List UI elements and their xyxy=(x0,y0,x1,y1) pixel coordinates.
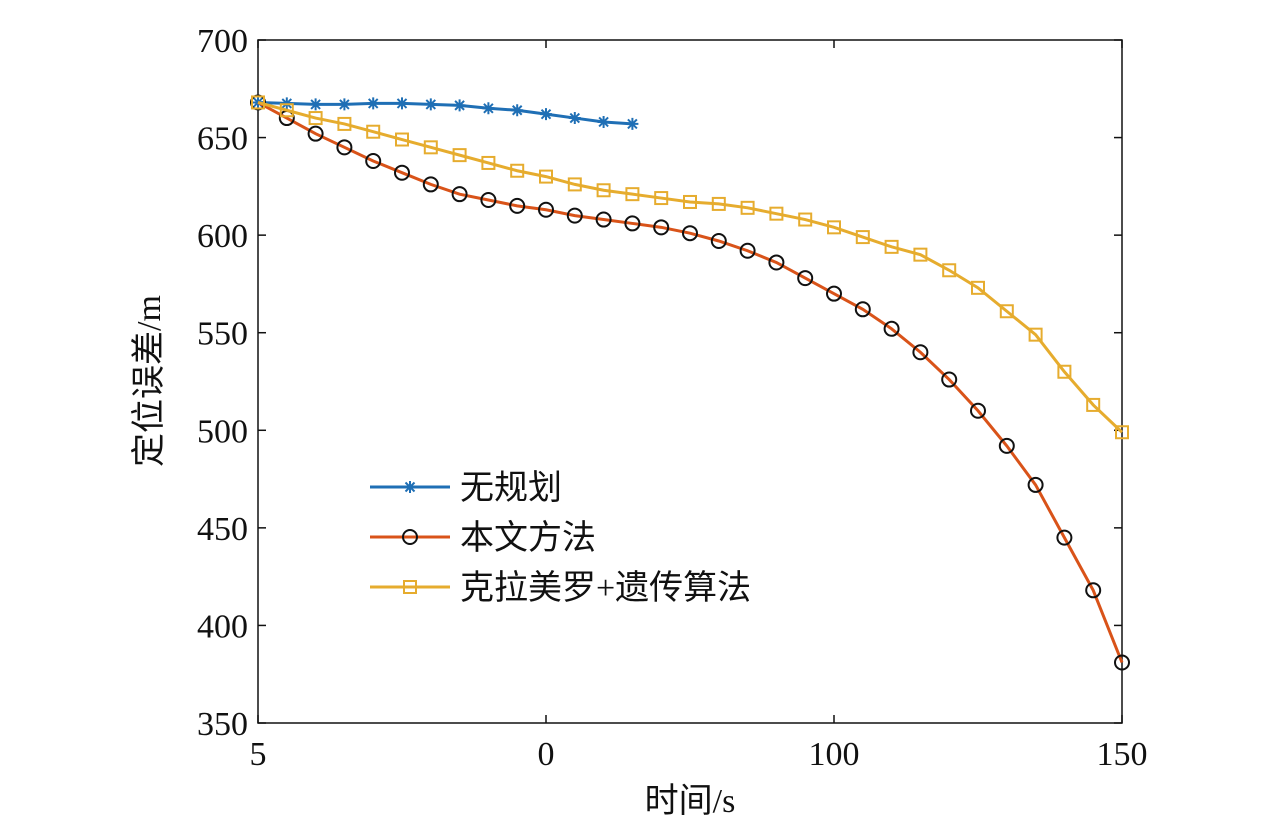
data-point xyxy=(998,437,1015,454)
plot-frame xyxy=(257,39,1123,724)
data-point xyxy=(422,176,439,193)
data-point xyxy=(999,304,1014,319)
data-point xyxy=(654,191,669,206)
data-point xyxy=(854,301,871,318)
series-line xyxy=(257,100,1124,434)
data-point xyxy=(538,201,554,218)
data-point xyxy=(682,225,698,242)
data-point xyxy=(566,207,583,224)
data-point xyxy=(624,215,641,232)
data-point xyxy=(366,124,381,139)
data-point xyxy=(395,132,409,147)
data-point xyxy=(798,212,813,227)
data-point xyxy=(480,192,497,209)
legend-marker xyxy=(402,529,418,545)
data-point xyxy=(942,263,957,278)
data-point xyxy=(1086,397,1101,412)
data-point xyxy=(827,220,841,235)
data-point xyxy=(1027,476,1044,493)
x-tick-label: 150 xyxy=(1097,736,1148,773)
data-point xyxy=(394,164,410,181)
x-tick-label: 0 xyxy=(538,736,555,773)
data-point xyxy=(970,402,986,419)
data-point xyxy=(509,197,526,214)
data-point xyxy=(769,206,784,221)
data-point xyxy=(912,344,929,361)
y-tick-label: 700 xyxy=(197,23,248,60)
data-point xyxy=(511,104,524,117)
data-point xyxy=(625,187,640,202)
data-point xyxy=(683,194,697,209)
y-tick-label: 600 xyxy=(197,218,248,255)
data-point xyxy=(251,95,265,110)
data-point xyxy=(307,125,324,142)
x-tick-label: 100 xyxy=(809,736,860,773)
data-point xyxy=(452,148,467,163)
data-point xyxy=(596,183,611,198)
legend-marker xyxy=(404,481,416,493)
data-point xyxy=(768,254,785,271)
data-point xyxy=(540,108,552,121)
data-point xyxy=(595,211,612,228)
data-point xyxy=(453,99,466,112)
data-point xyxy=(1028,327,1043,342)
data-point xyxy=(423,140,438,155)
data-point xyxy=(883,320,900,337)
y-tick-label: 550 xyxy=(197,316,248,353)
data-point xyxy=(1056,529,1073,546)
data-point xyxy=(365,152,382,169)
data-point xyxy=(279,103,294,118)
data-point xyxy=(396,97,408,110)
data-point xyxy=(482,102,495,115)
x-tick-label: 5 xyxy=(250,736,267,773)
data-point xyxy=(740,200,755,215)
data-point xyxy=(337,116,352,131)
legend-label: 本文方法 xyxy=(460,519,596,557)
data-point xyxy=(1057,364,1072,379)
data-point xyxy=(797,270,814,287)
data-point xyxy=(309,98,322,111)
data-point xyxy=(451,186,468,203)
data-point xyxy=(826,285,842,302)
data-point xyxy=(913,247,928,262)
data-point xyxy=(1114,654,1130,671)
y-tick-label: 450 xyxy=(197,511,248,548)
data-point xyxy=(710,232,727,249)
x-axis-label: 时间/s xyxy=(645,783,736,820)
data-point xyxy=(567,177,582,192)
data-point xyxy=(626,117,639,130)
legend-marker xyxy=(403,580,417,594)
data-point xyxy=(510,163,525,178)
data-point xyxy=(539,169,553,184)
series-line xyxy=(257,101,1124,664)
data-point xyxy=(1085,582,1102,599)
data-point xyxy=(653,219,670,236)
data-point xyxy=(367,97,380,110)
data-point xyxy=(971,280,985,295)
data-point xyxy=(308,111,323,126)
y-tick-label: 400 xyxy=(197,608,248,645)
data-point xyxy=(424,98,437,111)
y-tick-label: 650 xyxy=(197,121,248,158)
data-point xyxy=(338,98,351,111)
y-axis-label: 定位误差/m xyxy=(130,295,168,467)
data-point xyxy=(481,155,496,170)
y-tick-label: 350 xyxy=(197,706,248,743)
data-point xyxy=(1115,425,1129,440)
data-point xyxy=(597,115,610,128)
legend-label: 无规划 xyxy=(460,469,562,507)
legend-label: 克拉美罗+遗传算法 xyxy=(460,569,751,607)
y-tick-label: 500 xyxy=(197,413,248,450)
data-point xyxy=(336,139,353,156)
data-point xyxy=(855,230,870,245)
data-point xyxy=(884,239,899,254)
data-point xyxy=(739,242,756,259)
data-point xyxy=(568,112,581,125)
data-point xyxy=(711,196,726,211)
data-point xyxy=(941,371,958,388)
